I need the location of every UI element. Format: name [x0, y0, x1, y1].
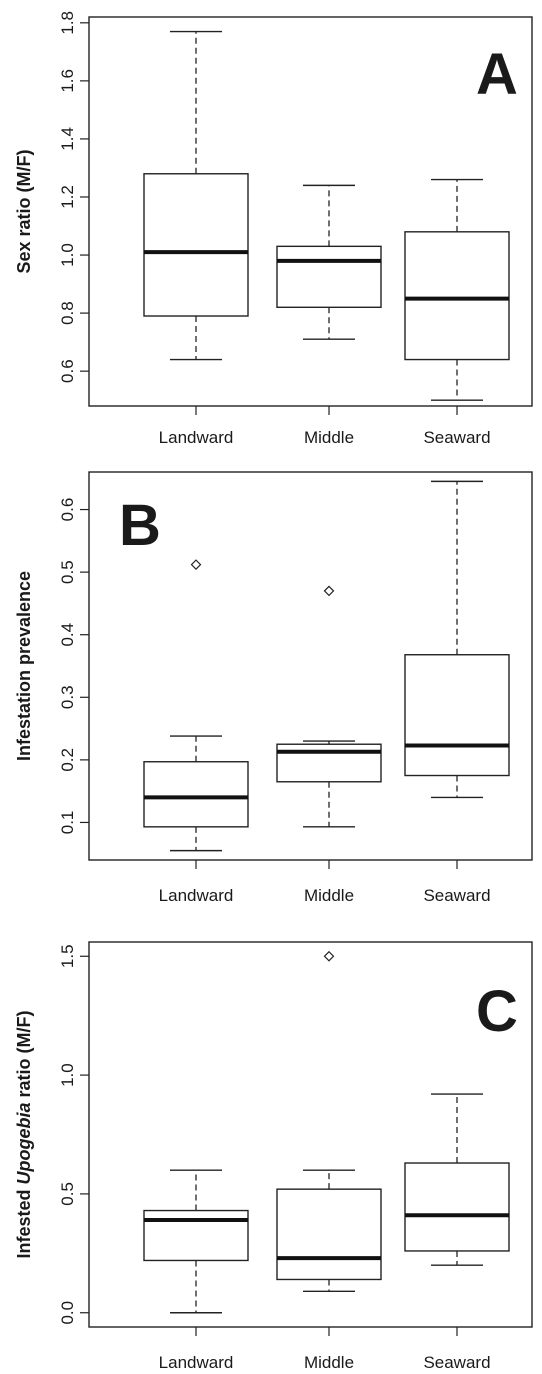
y-tick-label: 0.8 — [58, 301, 77, 325]
interquartile-box — [143, 761, 249, 828]
plot-frame — [88, 16, 533, 407]
y-tick-label: 1.0 — [58, 1063, 77, 1087]
interquartile-box — [143, 1209, 249, 1262]
box-middle — [276, 585, 382, 828]
box-landward — [143, 30, 249, 361]
box-seaward — [404, 480, 510, 799]
category-label-seaward: Seaward — [423, 428, 490, 447]
category-label-landward: Landward — [159, 1353, 234, 1372]
y-tick-label: 1.8 — [58, 11, 77, 35]
interquartile-box — [404, 1162, 510, 1252]
category-label-seaward: Seaward — [423, 1353, 490, 1372]
box-landward — [143, 559, 249, 852]
category-label-landward: Landward — [159, 886, 234, 905]
category-label-landward: Landward — [159, 428, 234, 447]
y-tick-label: 0.3 — [58, 685, 77, 709]
y-tick-label: 1.2 — [58, 185, 77, 209]
panel-a: 0.6 0.8 1.0 1.2 1.4 1.6 1.8 Landward Middle Seawa… — [14, 11, 533, 447]
interquartile-box — [404, 231, 510, 361]
y-tick-label: 0.2 — [58, 748, 77, 772]
box-middle — [276, 184, 382, 340]
y-tick-label: 0.6 — [58, 359, 77, 383]
outlier-point — [323, 950, 335, 962]
y-tick-label: 1.0 — [58, 243, 77, 267]
outlier-point — [190, 559, 202, 570]
box-seaward — [404, 1093, 510, 1266]
panel-b: 0.1 0.2 0.3 0.4 0.5 0.6 Landward Middle Seaward I… — [14, 471, 533, 905]
y-tick-label: 0.1 — [58, 811, 77, 835]
y-axis-label: Sex ratio (M/F) — [14, 149, 34, 273]
panel-c: 0.0 0.5 1.0 1.5 Landward Middle Seaward Infeste… — [14, 941, 533, 1372]
category-label-seaward: Seaward — [423, 886, 490, 905]
y-tick-label: 0.5 — [58, 560, 77, 584]
panel-letter-b: B — [119, 493, 161, 558]
category-label-middle: Middle — [304, 428, 354, 447]
y-tick-label: 0.5 — [58, 1182, 77, 1206]
y-tick-label: 1.4 — [58, 127, 77, 151]
outlier-point — [323, 585, 335, 597]
y-tick-label: 0.6 — [58, 498, 77, 522]
y-axis-label: Infested Upogebia ratio (M/F) — [14, 1010, 34, 1258]
y-tick-label: 1.6 — [58, 69, 77, 93]
panel-letter-a: A — [476, 42, 518, 107]
category-label-middle: Middle — [304, 886, 354, 905]
y-tick-label: 0.4 — [58, 623, 77, 647]
y-axis-label: Infestation prevalence — [14, 571, 34, 761]
box-landward — [143, 1169, 249, 1314]
plot-frame — [88, 471, 533, 861]
plot-frame — [88, 941, 533, 1328]
interquartile-box — [276, 245, 382, 308]
panel-letter-c: C — [476, 979, 518, 1044]
y-tick-label: 1.5 — [58, 944, 77, 968]
interquartile-box — [404, 654, 510, 777]
box-middle — [276, 950, 382, 1293]
interquartile-box — [143, 173, 249, 317]
box-seaward — [404, 178, 510, 401]
y-tick-label: 0.0 — [58, 1301, 77, 1325]
interquartile-box — [276, 1188, 382, 1281]
category-label-middle: Middle — [304, 1353, 354, 1372]
